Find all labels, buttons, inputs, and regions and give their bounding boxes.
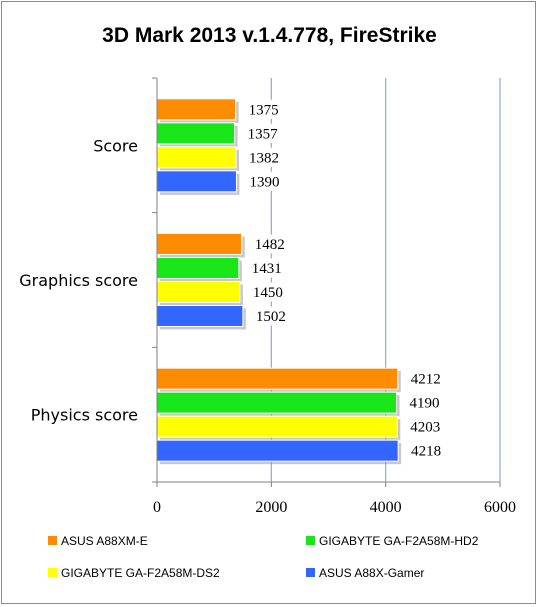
bar xyxy=(156,170,237,193)
value-label: 4190 xyxy=(410,396,440,412)
legend-swatch xyxy=(306,568,315,577)
value-label-box xyxy=(242,147,283,167)
value-label-box xyxy=(241,99,282,119)
legend-label: ASUS A88XM-E xyxy=(61,534,148,548)
legend-label: GIGABYTE GA-F2A58M-HD2 xyxy=(319,534,479,548)
value-label-box xyxy=(247,234,288,254)
value-label: 4218 xyxy=(411,444,441,460)
bar xyxy=(156,122,236,145)
bar xyxy=(156,233,243,255)
value-label-box xyxy=(403,417,444,437)
category-label: Score xyxy=(93,136,138,155)
bar xyxy=(156,415,398,438)
legend-label: GIGABYTE GA-F2A58M-DS2 xyxy=(61,566,220,580)
value-label-box xyxy=(402,393,443,413)
bar xyxy=(156,146,237,169)
chart-title: 3D Mark 2013 v.1.4.778, FireStrike xyxy=(102,24,437,47)
value-label: 1357 xyxy=(248,126,279,142)
legend: ASUS A88XM-E GIGABYTE GA-F2A58M-HD2 GIGABY… xyxy=(48,534,479,580)
value-label: 1375 xyxy=(249,102,279,118)
bar xyxy=(156,367,399,390)
x-tick-label: 6000 xyxy=(484,499,516,516)
value-label-box xyxy=(403,369,444,389)
value-label: 1502 xyxy=(256,309,286,325)
value-label: 1382 xyxy=(249,150,279,166)
bars-group xyxy=(156,98,402,465)
bar xyxy=(156,257,240,279)
legend-swatch xyxy=(48,536,57,545)
value-label: 4212 xyxy=(411,372,441,388)
bar xyxy=(156,98,237,121)
legend-swatch xyxy=(48,568,57,577)
axes: 0 2000 4000 6000 xyxy=(152,77,516,516)
value-label-box xyxy=(242,171,283,191)
value-label: 1431 xyxy=(252,261,282,277)
value-label-box xyxy=(240,123,281,143)
value-label: 4203 xyxy=(410,420,440,436)
value-label: 1450 xyxy=(253,285,283,301)
x-tick-label: 0 xyxy=(153,499,161,516)
value-label: 1482 xyxy=(255,237,285,253)
category-label: Physics score xyxy=(31,406,138,425)
category-label: Graphics score xyxy=(19,271,138,290)
bar xyxy=(156,439,399,462)
value-label: 1390 xyxy=(249,174,279,190)
value-label-box xyxy=(244,258,285,278)
labels-group: Score 1375 1357 1382 1390 Graphics score 1482 1… xyxy=(19,99,445,461)
x-tick-label: 2000 xyxy=(255,499,287,516)
x-tick-label: 4000 xyxy=(370,499,402,516)
legend-swatch xyxy=(306,536,315,545)
value-label-box xyxy=(245,282,286,302)
bar xyxy=(156,391,398,414)
value-label-box xyxy=(248,306,289,326)
bar xyxy=(156,281,241,303)
bar xyxy=(156,305,244,327)
legend-label: ASUS A88X-Gamer xyxy=(319,566,424,580)
value-label-box xyxy=(404,441,445,461)
